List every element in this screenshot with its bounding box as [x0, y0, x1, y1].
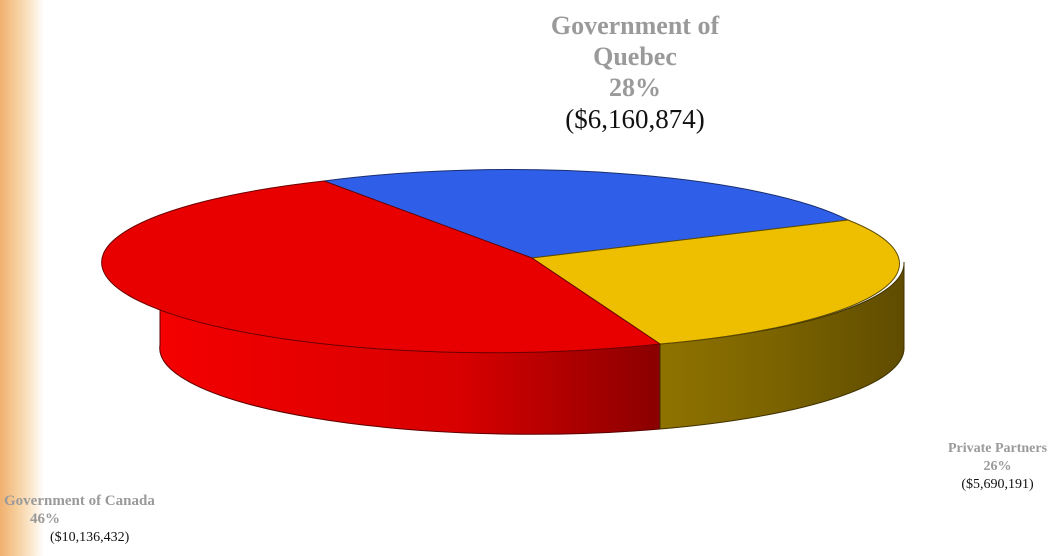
label-private-percent: 26%: [983, 459, 1012, 474]
label-quebec-amount: ($6,160,874): [565, 104, 705, 134]
label-canada-amount: ($10,136,432): [50, 530, 130, 545]
label-private-name: Private Partners: [947, 441, 1048, 456]
slice-top-canada: [100, 180, 662, 354]
label-quebec-name-line1: Government of: [550, 11, 720, 40]
slice-side-private: [659, 261, 905, 430]
label-private-partners: Private Partners 26% ($5,690,191): [940, 440, 1053, 494]
slice-top-quebec: [323, 169, 850, 259]
label-private-amount: ($5,690,191): [961, 477, 1034, 492]
label-quebec-percent: 28%: [609, 73, 661, 102]
label-government-of-quebec: Government of Quebec 28% ($6,160,874): [500, 10, 770, 136]
background-gradient-strip: [0, 0, 44, 556]
label-canada-percent: 46%: [30, 511, 60, 527]
slice-top-private: [530, 219, 900, 345]
label-canada-name: Government of Canada: [4, 493, 155, 509]
label-quebec-name-line2: Quebec: [593, 42, 677, 71]
